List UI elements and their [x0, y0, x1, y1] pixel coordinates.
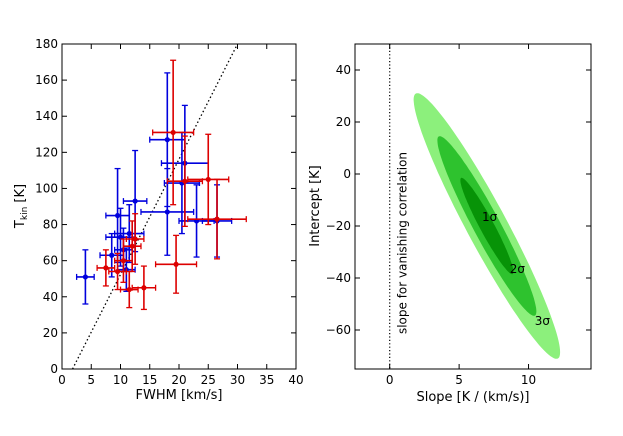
contour-label: 1σ	[482, 210, 498, 224]
left-ylabel-sub: kin	[20, 207, 30, 220]
left-ytick-label: 100	[35, 181, 58, 195]
marker	[205, 176, 211, 183]
svg-text:Tkin [K]: Tkin [K]	[13, 184, 30, 229]
marker	[126, 230, 132, 237]
right-plot-frame	[354, 43, 592, 370]
data-point-red	[166, 135, 204, 228]
data-point-red	[131, 265, 157, 311]
vanishing-correlation-label: slope for vanishing correlation	[396, 152, 410, 334]
right-xtick-label: 5	[455, 373, 463, 387]
data-point-red	[119, 270, 139, 309]
left-panel-tkin-vs-fwhm: 0 5 10 15 20 25 30 35 40 0 20 40 60 80 100 120 140 160 180…	[13, 37, 304, 403]
ellipse-1σ	[460, 177, 514, 275]
left-xtick-label: 0	[58, 373, 66, 387]
data-point-blue	[105, 207, 136, 267]
marker	[170, 129, 176, 136]
data-point-blue	[75, 249, 95, 305]
right-ytick-label: −40	[326, 271, 351, 285]
series-blue	[75, 72, 233, 305]
left-trend-line	[71, 43, 239, 370]
marker	[132, 236, 138, 242]
right-xtick-label: 0	[386, 373, 394, 387]
right-xtick-label: 10	[521, 373, 536, 387]
right-axis-ticks: 0 5 10 40 20 0 −20 −40 −60	[326, 44, 591, 387]
right-ylabel: Intercept [K]	[308, 165, 323, 247]
data-point-red	[125, 213, 145, 265]
left-ylabel-main: T	[13, 220, 28, 229]
marker	[164, 209, 170, 215]
left-xtick-label: 5	[87, 373, 95, 387]
contour-label: 2σ	[510, 262, 526, 276]
trend-line-dotted	[71, 43, 239, 370]
series-red	[96, 59, 247, 311]
left-axis-ticks: 0 5 10 15 20 25 30 35 40 0 20 40 60 80 100 120 140 160 180	[35, 37, 304, 387]
marker	[164, 137, 170, 143]
marker	[82, 274, 88, 280]
left-ytick-label: 80	[43, 218, 58, 232]
data-point-red	[187, 178, 247, 260]
confidence-ellipses: 3σ 2σ 1σ	[413, 93, 561, 359]
data-point-red	[122, 220, 142, 273]
marker	[132, 198, 138, 204]
marker	[114, 268, 121, 275]
marker	[141, 285, 147, 291]
marker	[129, 243, 135, 249]
left-ytick-label: 180	[35, 37, 58, 51]
left-xtick-label: 30	[230, 373, 245, 387]
left-ytick-label: 120	[35, 145, 58, 159]
left-xtick-label: 35	[259, 373, 274, 387]
marker	[103, 265, 109, 271]
marker	[120, 258, 127, 264]
left-ytick-label: 60	[43, 254, 58, 268]
left-xtick-label: 20	[171, 373, 186, 387]
contour-label: 3σ	[535, 314, 551, 328]
right-xlabel: Slope [K / (km/s)]	[416, 390, 529, 405]
left-ytick-label: 160	[35, 73, 58, 87]
marker	[109, 252, 115, 258]
marker	[114, 212, 121, 219]
right-ytick-label: −60	[326, 323, 351, 337]
right-ytick-label: 0	[343, 167, 351, 181]
left-ytick-label: 140	[35, 109, 58, 123]
marker	[173, 261, 179, 267]
left-xlabel: FWHM [km/s]	[136, 388, 223, 403]
left-xtick-label: 40	[288, 373, 303, 387]
left-ytick-label: 20	[43, 326, 58, 340]
marker	[126, 286, 132, 293]
left-ytick-label: 0	[50, 362, 58, 376]
right-ytick-label: −20	[326, 219, 351, 233]
marker	[214, 216, 220, 222]
left-xtick-label: 15	[142, 373, 157, 387]
right-panel-slope-intercept: 3σ 2σ 1σ slope for vanishing correlation 0…	[308, 43, 592, 405]
left-xtick-label: 10	[113, 373, 128, 387]
left-ytick-label: 40	[43, 290, 58, 304]
data-point-blue	[114, 204, 145, 264]
right-ytick-label: 40	[336, 63, 351, 77]
right-ytick-label: 20	[336, 115, 351, 129]
left-xtick-label: 25	[201, 373, 216, 387]
left-data-series	[75, 59, 247, 311]
left-ylabel: Tkin [K]	[13, 184, 30, 229]
left-plot-frame	[61, 43, 297, 370]
left-ylabel-unit: [K]	[13, 184, 28, 207]
zero-slope-line: slope for vanishing correlation	[389, 44, 410, 369]
marker	[182, 178, 188, 184]
data-point-red	[187, 133, 230, 226]
data-point-red	[96, 249, 116, 287]
data-point-red	[154, 234, 198, 294]
